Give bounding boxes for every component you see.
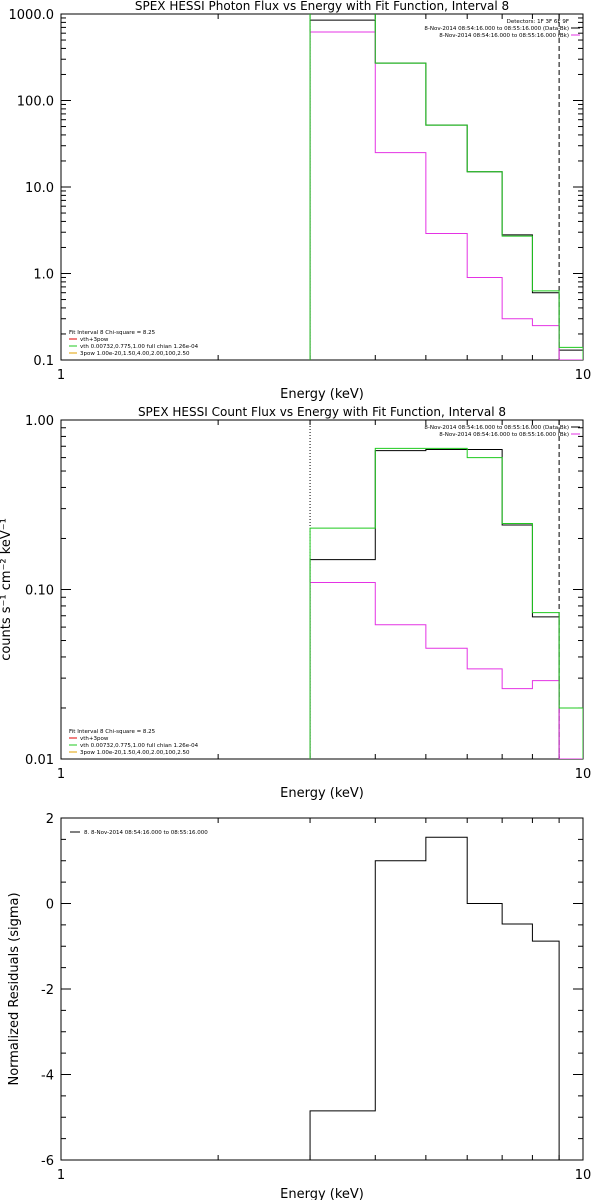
fit-legend-entry: Fit Interval 8 Chi-square = 8.25 [69, 729, 156, 735]
legend-entry: 8. 8-Nov-2014 08:54:16.000 to 08:55:16.0… [84, 830, 208, 836]
y-tick-label: 10.0 [25, 181, 54, 196]
y-tick-label: -2 [41, 983, 54, 998]
chart-title: SPEX HESSI Photon Flux vs Energy with Fi… [135, 0, 509, 13]
fit-legend-entry: vth 0.00732,0.775,1.00 full chian 1.26e-… [80, 743, 199, 749]
chart-title: SPEX HESSI Count Flux vs Energy with Fit… [138, 405, 506, 419]
x-tick-label: 10 [575, 368, 592, 383]
x-axis-label: Energy (keV) [280, 1187, 364, 1200]
chart-count: SPEX HESSI Count Flux vs Energy with Fit… [0, 405, 591, 801]
fit-legend-entry: 3pow 1.00e-20,1.50,4.00,2.00,100,2.50 [80, 351, 190, 357]
y-tick-label: 2 [46, 812, 54, 827]
y-tick-label: 1000.0 [9, 8, 55, 23]
fit-legend-entry: vth+3pow [80, 337, 109, 343]
data-layer [309, 14, 583, 360]
chart-photon: SPEX HESSI Photon Flux vs Energy with Fi… [9, 0, 592, 402]
legend-entry: 8-Nov-2014 08:54:16.000 to 08:55:16.000 … [439, 432, 569, 438]
legend-entry: 8-Nov-2014 08:54:16.000 to 08:55:16.000 … [424, 26, 569, 32]
y-axis-label: counts s⁻¹ cm⁻² keV⁻¹ [0, 518, 14, 661]
x-axis-label: Energy (keV) [280, 387, 364, 402]
series-line [309, 14, 583, 360]
data-layer [309, 420, 583, 759]
x-tick-label: 1 [57, 1168, 65, 1183]
legend-entry: 8-Nov-2014 08:54:16.000 to 08:55:16.000 … [439, 33, 569, 39]
y-tick-label: 0.10 [25, 584, 54, 599]
plot-frame [60, 817, 584, 1161]
plot-frame [60, 13, 584, 361]
x-tick-label: 10 [575, 1168, 592, 1183]
chart-resid: 1 10 2 0 -2 -4 -6 Energy (keV) Normalized Residu… [7, 812, 591, 1200]
legend-entry: 8-Nov-2014 08:54:16.000 to 08:55:16.000 … [424, 425, 569, 431]
series-line [309, 31, 583, 360]
y-tick-label: 0.01 [25, 753, 54, 768]
y-tick-label: 1.0 [33, 268, 54, 283]
y-tick-label: 0 [46, 898, 54, 913]
data-layer [309, 836, 560, 1160]
y-tick-label: 1.00 [25, 414, 54, 429]
y-tick-label: -4 [41, 1069, 54, 1084]
series-line [309, 447, 583, 759]
x-tick-label: 10 [575, 767, 592, 782]
y-tick-label: -6 [41, 1154, 54, 1169]
y-axis-label: Normalized Residuals (sigma) [7, 892, 22, 1085]
fit-legend-entry: vth+3pow [80, 736, 109, 742]
fit-legend-entry: Fit Interval 8 Chi-square = 8.25 [69, 330, 156, 336]
legend-entry: Detectors: 1F 3F 6F 9F [507, 19, 569, 25]
y-tick-label: 0.1 [33, 354, 54, 369]
series-line [309, 581, 583, 759]
fit-legend-entry: vth 0.00732,0.775,1.00 full chian 1.26e-… [80, 344, 199, 350]
series-line [309, 836, 560, 1160]
series-line [309, 448, 583, 759]
x-tick-label: 1 [57, 767, 65, 782]
series-line [309, 19, 583, 360]
plot-frame [60, 419, 584, 760]
x-tick-label: 1 [57, 368, 65, 383]
x-axis-label: Energy (keV) [280, 786, 364, 801]
fit-legend-entry: 3pow 1.00e-20,1.50,4.00,2.00,100,2.50 [80, 750, 190, 756]
y-tick-label: 100.0 [17, 95, 54, 110]
